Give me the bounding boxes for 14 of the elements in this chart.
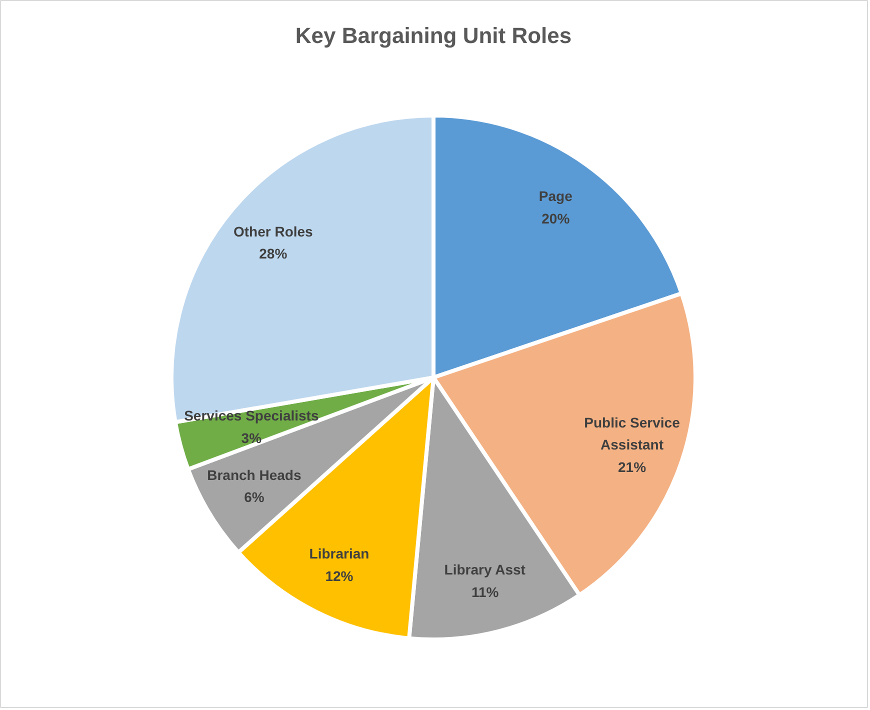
slice-label: Page (538, 188, 573, 204)
slice-label: Librarian (309, 545, 370, 562)
chart-title: Key Bargaining Unit Roles (295, 23, 572, 48)
data-label: 28% (259, 246, 288, 262)
data-label: 3% (241, 430, 262, 446)
data-label: 11% (471, 584, 500, 600)
data-label: 6% (244, 489, 265, 506)
slice-label: Branch Heads (207, 466, 302, 483)
data-label: 21% (618, 459, 647, 476)
data-label: 12% (325, 568, 354, 584)
slice-label: Library Asst (444, 561, 526, 578)
slice-label: Other Roles (233, 223, 314, 240)
slice-label: Public Service Assistant (584, 414, 680, 453)
data-label: 20% (542, 210, 570, 226)
